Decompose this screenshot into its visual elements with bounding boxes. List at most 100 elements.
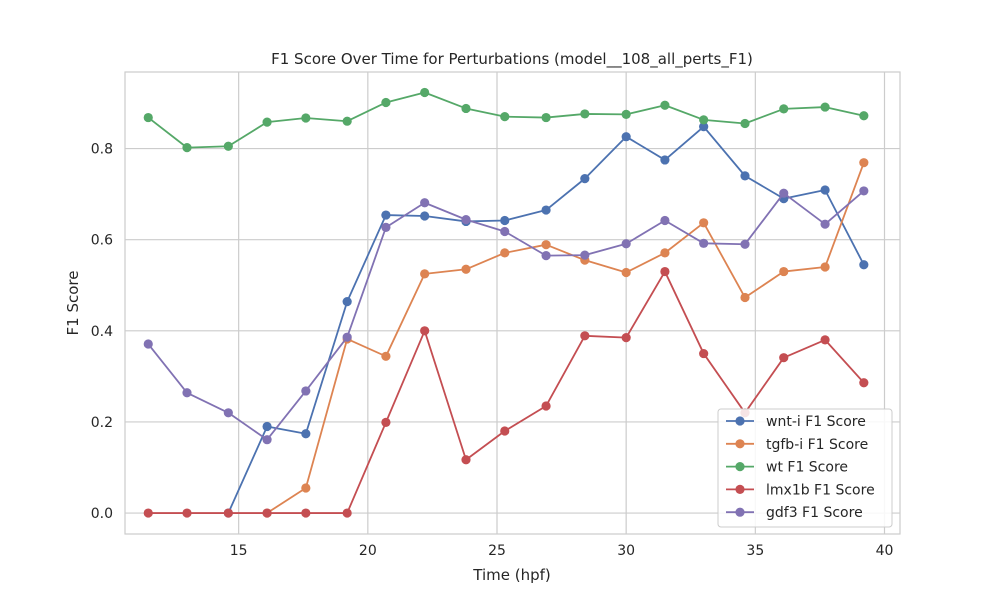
data-point <box>381 417 391 427</box>
data-point <box>820 102 830 112</box>
data-point <box>262 435 272 445</box>
data-point <box>740 118 750 129</box>
data-point <box>262 117 272 127</box>
data-point <box>342 508 352 518</box>
data-point <box>859 260 869 270</box>
data-point <box>621 132 631 142</box>
data-point <box>740 292 750 303</box>
data-point <box>301 113 311 123</box>
data-point <box>580 250 590 260</box>
data-point <box>621 267 631 278</box>
data-point <box>541 112 551 123</box>
data-point <box>580 331 590 341</box>
legend-box <box>717 408 893 528</box>
data-point <box>143 508 153 518</box>
x-tick-label: 15 <box>230 543 248 559</box>
data-point <box>621 239 631 249</box>
legend-items: wnt-i F1 Score tgfb-i F1 Score wt F1 Score… <box>726 414 875 521</box>
data-point <box>859 186 869 196</box>
data-point <box>301 386 311 396</box>
data-point <box>420 198 430 208</box>
legend-label: wt F1 Score <box>766 460 848 476</box>
data-point <box>420 326 430 336</box>
data-point <box>500 112 510 122</box>
data-point <box>541 251 551 261</box>
data-point <box>301 429 311 439</box>
data-point <box>859 158 869 168</box>
y-tick-labels: 0.0 0.2 0.4 0.6 0.8 <box>91 142 113 522</box>
series-2 <box>143 87 869 153</box>
data-point <box>660 248 670 258</box>
data-point <box>660 155 670 165</box>
data-point <box>500 215 510 226</box>
x-tick-label: 30 <box>617 543 635 559</box>
x-axis-label: Time (hpf) <box>472 566 551 584</box>
data-point <box>143 339 153 349</box>
chart-title: F1 Score Over Time for Perturbations (mo… <box>271 50 753 69</box>
legend-marker <box>735 507 745 517</box>
data-point <box>541 205 551 215</box>
data-point <box>580 109 590 119</box>
data-point <box>381 97 391 108</box>
x-tick-labels: 15 20 25 30 35 40 <box>230 543 894 559</box>
y-tick-label: 0.8 <box>91 142 113 158</box>
data-point <box>820 219 830 229</box>
data-point <box>541 240 551 250</box>
data-point <box>420 211 430 221</box>
data-point <box>859 111 869 121</box>
data-point <box>779 266 789 277</box>
data-point <box>262 421 272 432</box>
data-point <box>342 332 352 342</box>
data-point <box>223 508 233 518</box>
legend-label: tgfb-i F1 Score <box>766 437 868 453</box>
data-point <box>820 335 830 345</box>
series-line <box>266 162 865 514</box>
data-point <box>500 426 510 436</box>
data-point <box>820 185 830 195</box>
legend: wnt-i F1 Score tgfb-i F1 Score wt F1 Score… <box>717 408 893 528</box>
legend-marker <box>735 462 745 472</box>
data-point <box>740 239 750 249</box>
data-point <box>301 483 311 493</box>
data-point <box>461 215 471 225</box>
data-point <box>461 455 471 465</box>
data-point <box>420 269 430 279</box>
legend-label: wnt-i F1 Score <box>766 414 866 430</box>
x-tick-label: 40 <box>876 543 894 559</box>
data-point <box>621 109 631 119</box>
data-point <box>381 351 391 361</box>
data-point <box>500 226 510 237</box>
legend-label: lmx1b F1 Score <box>766 482 875 498</box>
data-point <box>182 143 192 153</box>
legend-item: gdf3 F1 Score <box>726 505 863 521</box>
data-point <box>660 215 670 226</box>
data-point <box>580 174 590 184</box>
data-point <box>660 100 670 110</box>
y-tick-label: 0.0 <box>91 506 113 522</box>
data-point <box>699 238 709 248</box>
y-tick-label: 0.4 <box>91 324 113 340</box>
data-point <box>182 508 192 518</box>
x-tick-label: 20 <box>359 543 377 559</box>
legend-item: tgfb-i F1 Score <box>726 437 868 453</box>
data-point <box>262 508 272 518</box>
data-point <box>342 297 352 307</box>
data-point <box>381 210 391 220</box>
data-point <box>500 248 510 258</box>
data-point <box>342 116 352 126</box>
data-point <box>740 171 750 181</box>
legend-marker <box>735 439 745 449</box>
data-point <box>461 264 471 274</box>
data-point <box>381 222 391 232</box>
legend-item: wnt-i F1 Score <box>726 414 866 430</box>
data-point <box>143 112 153 123</box>
data-point <box>699 115 709 125</box>
x-tick-label: 25 <box>488 543 506 559</box>
data-point <box>779 104 789 114</box>
legend-marker <box>735 416 745 426</box>
data-point <box>223 141 233 151</box>
y-tick-label: 0.2 <box>91 415 113 431</box>
data-point <box>779 188 789 198</box>
data-point <box>301 508 311 518</box>
